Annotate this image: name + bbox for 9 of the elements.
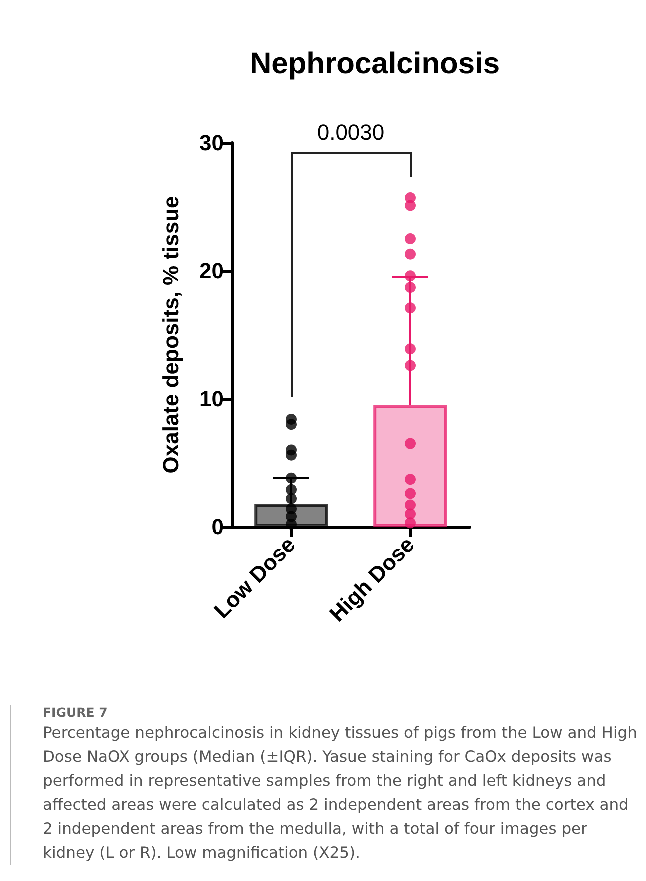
y-axis-title: Oxalate deposits, % tissue: [158, 196, 184, 474]
y-tick-label: 30: [200, 130, 224, 156]
annotation: 0.0030: [317, 120, 385, 145]
y-tick-label: 10: [200, 386, 224, 412]
y-tick-label: 0: [212, 514, 224, 540]
text: Percentage nephrocalcinosis in kidney tissues of pigs from the Low and High Dose NaOX groups (Median (±IQR). Yasue staining for CaOx deposits was performed in representative samples from the right and left kidneys and affected areas were calculated as 2 independent areas from the cortex and 2 independent areas from the medulla, with a total of four images per kidney (L or R). Low magnification (X25).: [43, 723, 638, 864]
caption: FIGURE 7: [43, 705, 109, 721]
chart-title: Nephrocalcinosis: [250, 48, 500, 80]
y-tick-label: 20: [200, 258, 224, 284]
